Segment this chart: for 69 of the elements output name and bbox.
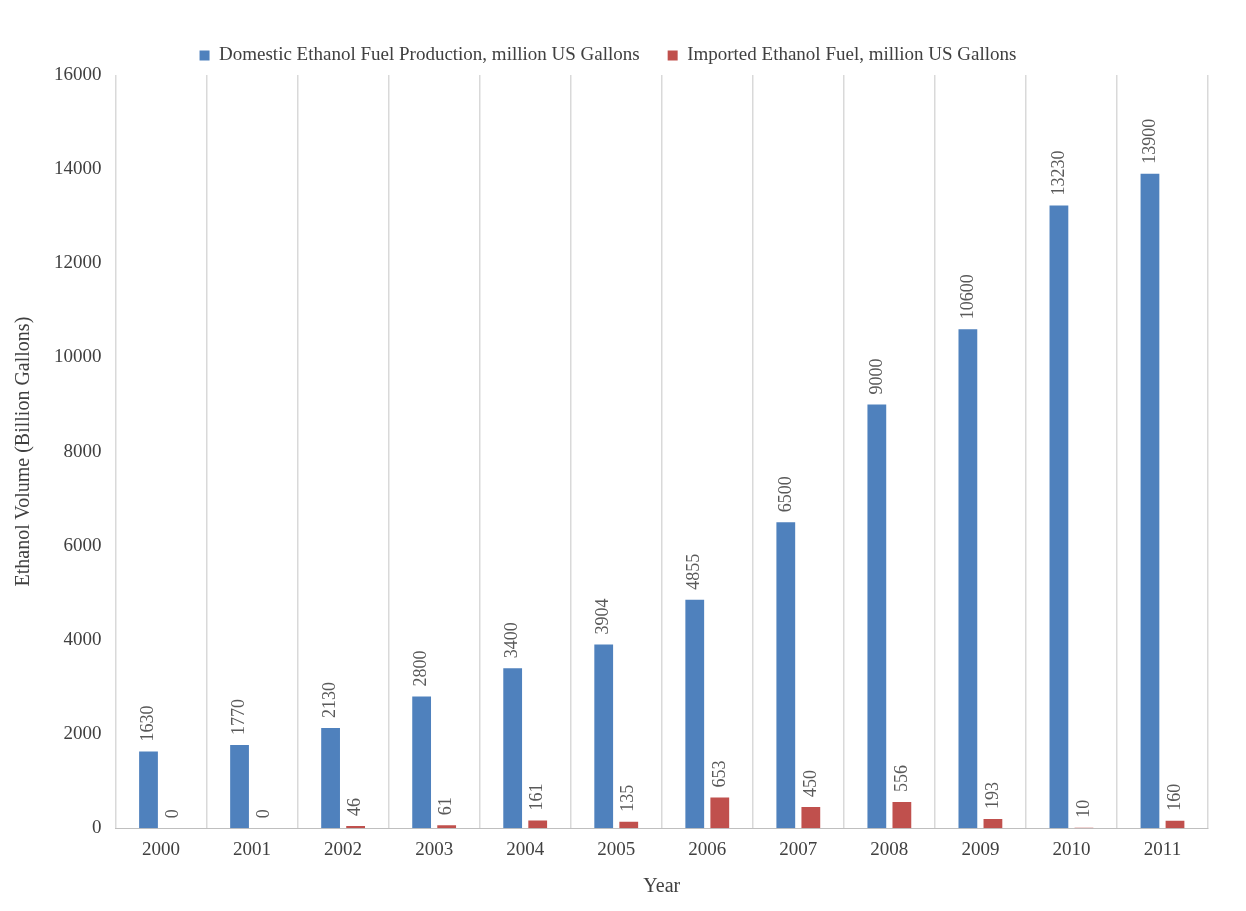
bar <box>346 826 366 829</box>
data-label: 3904 <box>592 598 613 635</box>
data-label: 61 <box>435 797 456 816</box>
bar <box>1140 173 1160 829</box>
x-tick-label: 2011 <box>1143 837 1182 859</box>
bar <box>230 744 249 829</box>
legend-label: Domestic Ethanol Fuel Production, million US Gallons <box>219 43 640 65</box>
x-tick-label: 2001 <box>233 837 272 859</box>
y-tick-label: 2000 <box>63 722 102 744</box>
bar <box>958 329 978 829</box>
y-tick-label: 10000 <box>54 345 102 367</box>
bar <box>619 821 639 829</box>
bar <box>321 727 340 829</box>
x-tick-label: 2000 <box>142 837 181 859</box>
x-tick-label: 2005 <box>597 837 636 859</box>
data-label: 1630 <box>137 705 158 742</box>
x-tick-label: 2003 <box>415 837 454 859</box>
data-label: 6500 <box>774 476 795 513</box>
data-label: 653 <box>708 760 729 788</box>
bar <box>983 819 1003 829</box>
bar <box>594 644 614 829</box>
x-tick-label: 2002 <box>324 837 363 859</box>
bar <box>437 825 457 829</box>
bar <box>776 522 796 829</box>
bar <box>710 797 730 829</box>
bar <box>892 802 912 829</box>
x-axis-title: Year <box>643 874 681 897</box>
data-label: 0 <box>162 809 183 819</box>
y-axis-title: Ethanol Volume (Billion Gallons) <box>11 316 35 587</box>
data-label: 9000 <box>865 358 886 395</box>
bar <box>139 751 158 829</box>
y-tick-label: 16000 <box>54 62 102 84</box>
y-tick-label: 4000 <box>63 627 102 649</box>
data-label: 10 <box>1072 799 1093 818</box>
data-label: 1770 <box>228 698 249 735</box>
data-label: 161 <box>526 783 547 811</box>
data-label: 10600 <box>956 274 977 320</box>
data-label: 2800 <box>410 650 431 687</box>
data-label: 160 <box>1163 783 1184 811</box>
data-label: 193 <box>981 782 1002 810</box>
legend-label: Imported Ethanol Fuel, million US Gallons <box>687 43 1017 65</box>
data-label: 13230 <box>1047 150 1068 196</box>
data-label: 135 <box>617 784 638 812</box>
bar <box>867 404 887 829</box>
data-label: 3400 <box>501 622 522 659</box>
y-tick-label: 12000 <box>54 251 102 273</box>
bar <box>412 696 432 829</box>
bar <box>1049 205 1069 829</box>
x-tick-label: 2010 <box>1052 837 1091 859</box>
x-tick-label: 2007 <box>779 837 818 859</box>
data-label: 450 <box>799 770 820 798</box>
bar <box>503 668 523 829</box>
y-tick-label: 0 <box>92 816 102 838</box>
data-label: 556 <box>890 765 911 793</box>
bar <box>685 599 705 829</box>
y-tick-label: 14000 <box>54 157 102 179</box>
x-tick-label: 2009 <box>961 837 1000 859</box>
x-tick-label: 2008 <box>870 837 909 859</box>
y-tick-label: 8000 <box>63 439 102 461</box>
y-tick-label: 6000 <box>63 533 102 555</box>
x-tick-label: 2004 <box>506 837 545 859</box>
data-label: 4855 <box>683 553 704 590</box>
data-label: 0 <box>253 809 274 819</box>
data-label: 2130 <box>319 681 340 718</box>
x-tick-label: 2006 <box>688 837 727 859</box>
bar <box>528 820 548 829</box>
bar <box>801 807 821 829</box>
data-label: 46 <box>344 798 365 817</box>
data-label: 13900 <box>1138 118 1159 164</box>
